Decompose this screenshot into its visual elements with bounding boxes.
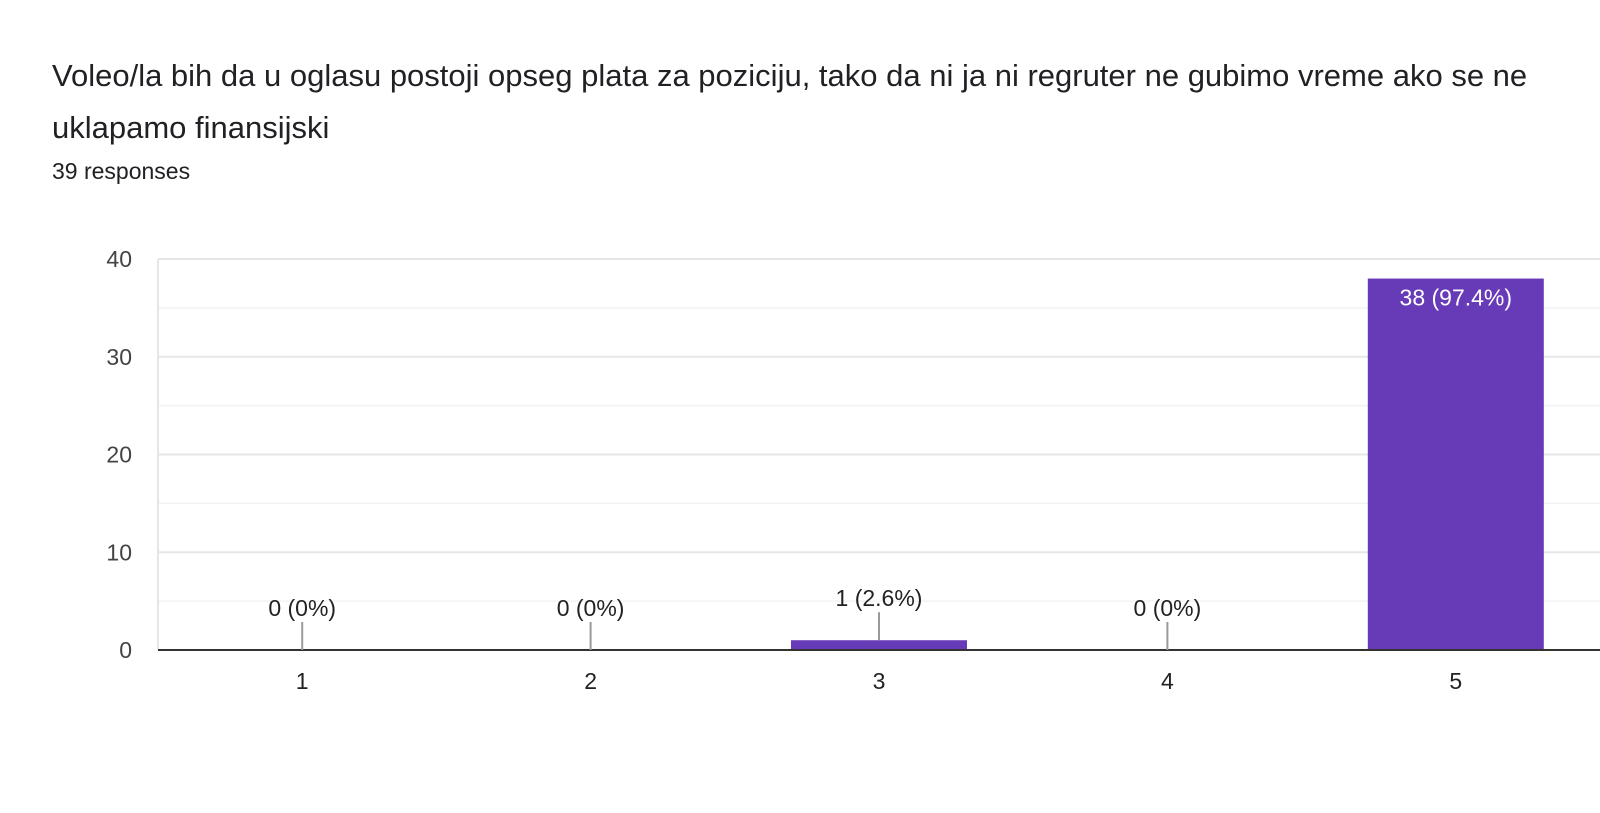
y-tick-label: 30 [106,344,132,370]
bar-3 [791,640,967,650]
data-label: 0 (0%) [557,595,625,621]
gridlines [157,258,1600,650]
data-labels: 0 (0%) 0 (0%) 1 (2.6%) 0 (0%) 38 (97.4%) [268,285,1512,650]
x-tick-label: 1 [296,668,309,694]
data-label: 38 (97.4%) [1400,285,1513,311]
axes: 0 10 20 30 40 1 2 3 4 5 [106,246,1600,694]
bar-5 [1367,278,1544,650]
x-tick-label: 5 [1449,668,1462,694]
x-tick-label: 2 [584,668,597,694]
x-tick-label: 4 [1161,668,1174,694]
y-tick-label: 0 [119,637,132,663]
y-tick-label: 40 [106,246,132,272]
bars [791,278,1544,650]
y-tick-label: 10 [106,539,132,565]
data-label: 1 (2.6%) [836,585,923,611]
question-title: Voleo/la bih da u oglasu postoji opseg p… [52,58,1528,145]
response-count: 39 responses [52,158,191,184]
data-label: 0 (0%) [268,595,336,621]
x-tick-label: 3 [873,668,886,694]
data-label: 0 (0%) [1134,595,1202,621]
y-tick-label: 20 [106,442,132,468]
